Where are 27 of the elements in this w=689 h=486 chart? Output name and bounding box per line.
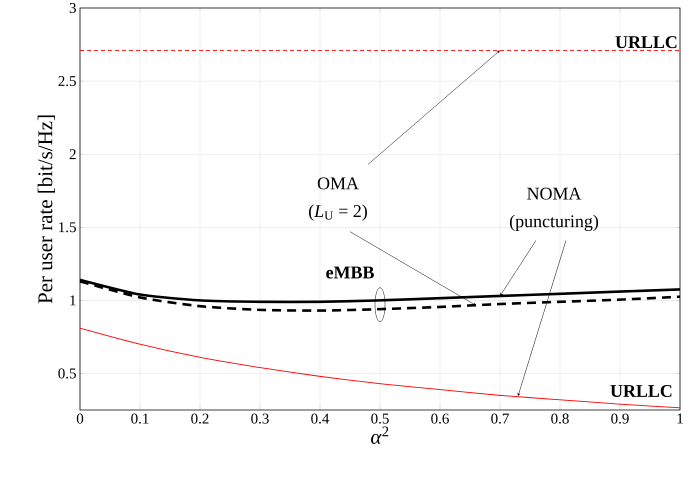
annotation: (puncturing)	[510, 214, 598, 232]
x-tick-label: 0.1	[131, 414, 148, 424]
x-tick-label: 0.2	[191, 414, 209, 424]
x-tick-label: 0	[76, 414, 84, 424]
annotation: URLLC	[610, 384, 672, 398]
y-tick-label: 1.5	[59, 222, 76, 232]
y-tick-label: 0.5	[58, 368, 76, 379]
annotation: OMA	[318, 177, 359, 190]
ref-line-label: URLLC	[615, 36, 676, 48]
annotation: (L$_{U}$ = 2)	[309, 204, 367, 221]
x-tick-label: 0.3	[251, 414, 269, 424]
annotation: eMBB	[326, 266, 374, 279]
x-tick-label: 0.4	[311, 414, 330, 424]
x-tick-label: 0.5	[371, 414, 389, 424]
y-axis-title: Per user rate [bit/s/Hz]	[38, 116, 55, 304]
x-tick-label: 1	[678, 414, 683, 424]
y-tick-label: 2	[70, 149, 76, 160]
x-tick-label: 0.6	[431, 414, 449, 424]
x-tick-label: 0.8	[551, 414, 569, 424]
annotation: NOMA	[527, 188, 582, 200]
x-axis-title: α$^{2}$	[371, 426, 388, 444]
y-tick-label: 3	[70, 2, 76, 14]
line-series	[80, 328, 680, 408]
x-tick-label: 0.7	[491, 414, 509, 424]
y-tick-label: 2.5	[58, 76, 76, 86]
x-tick-label: 0.9	[611, 414, 629, 424]
y-tick-label: 1	[70, 295, 76, 306]
